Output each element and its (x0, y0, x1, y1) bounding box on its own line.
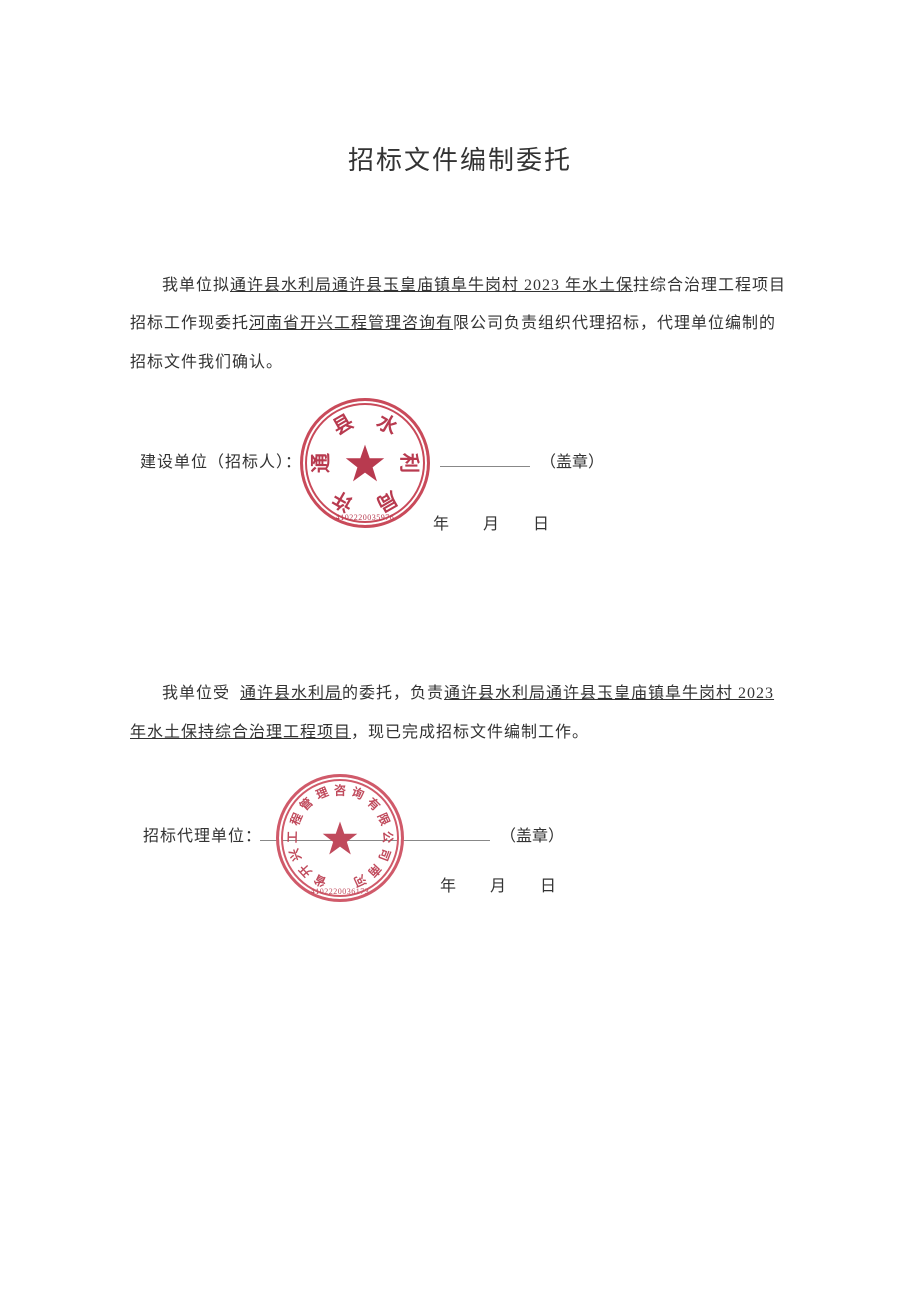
seal-char: 询 (349, 783, 367, 803)
seal-char: 利 (397, 453, 426, 473)
seal-char: 司 (375, 846, 395, 863)
year-label-2: 年 (440, 878, 457, 895)
seal-char: 限 (374, 810, 394, 828)
seal-star-icon-2 (322, 820, 358, 856)
p2-underline-1: 通许县水利局 (240, 685, 342, 702)
day-label-2: 日 (540, 878, 557, 895)
agency-unit-label: 招标代理单位： (143, 822, 262, 846)
seal-char: 公 (379, 831, 396, 843)
section-2: 我单位受 通许县水利局的委托，负责通许县水利局通许县玉皇庙镇阜牛岗村 2023 … (130, 675, 790, 930)
document-title: 招标文件编制委托 (130, 140, 790, 177)
seal-number-2: 4102220036173 (311, 887, 370, 896)
seal-char: 水 (372, 406, 404, 441)
paragraph-1: 我单位拟通许县水利局通许县玉皇庙镇阜牛岗村 2023 年水土保拄综合治理工程项目… (130, 267, 790, 382)
seal-char: 咨 (334, 781, 346, 798)
signature-block-1: 建设单位（招标人）： （盖章） 年 月 日 县水利局许通 41022200359… (140, 400, 790, 560)
seal-char: 管 (296, 793, 316, 814)
seal-suffix-2: （盖章） (500, 822, 564, 846)
p2-prefix: 我单位受 (162, 685, 230, 702)
seal-char: 兴 (285, 846, 305, 863)
seal-char: 南 (365, 860, 386, 880)
seal-char: 开 (294, 860, 315, 880)
signature-block-2: 招标代理单位： （盖章） 年 月 日 省开兴工程管理咨询有限公司南河 41022… (140, 770, 790, 930)
p1-underline-1: 通许县水利局通许县玉皇庙镇阜牛岗村 2023 年水土保 (230, 277, 633, 294)
year-label: 年 (433, 516, 450, 533)
date-row-2: 年 月 日 (412, 872, 557, 896)
seal-char: 县 (326, 406, 358, 441)
signature-line-1 (440, 466, 530, 467)
month-label: 月 (483, 516, 500, 533)
day-label: 日 (533, 516, 550, 533)
month-label-2: 月 (490, 878, 507, 895)
construction-unit-label: 建设单位（招标人）： (140, 448, 302, 472)
seal-star-icon-1 (345, 443, 385, 483)
seal-char: 程 (286, 810, 306, 828)
seal-number-1: 4102220035976 (336, 513, 395, 522)
p1-underline-2: 河南省开兴工程管理咨询有 (249, 315, 453, 332)
seal-suffix-1: （盖章） (540, 448, 604, 472)
official-seal-2: 省开兴工程管理咨询有限公司南河 4102220036173 (276, 774, 404, 902)
p2-suffix: ，现已完成招标文件编制工作。 (351, 724, 589, 741)
seal-char: 有 (363, 793, 383, 814)
p1-prefix: 我单位拟 (162, 277, 230, 294)
paragraph-2: 我单位受 通许县水利局的委托，负责通许县水利局通许县玉皇庙镇阜牛岗村 2023 … (130, 675, 790, 752)
official-seal-1: 县水利局许通 4102220035976 (300, 398, 430, 528)
seal-char: 工 (283, 831, 300, 843)
seal-char: 通 (305, 453, 334, 473)
seal-char: 理 (313, 783, 331, 803)
document-page: 招标文件编制委托 我单位拟通许县水利局通许县玉皇庙镇阜牛岗村 2023 年水土保… (0, 0, 920, 930)
p2-mid: 的委托，负责 (342, 685, 444, 702)
